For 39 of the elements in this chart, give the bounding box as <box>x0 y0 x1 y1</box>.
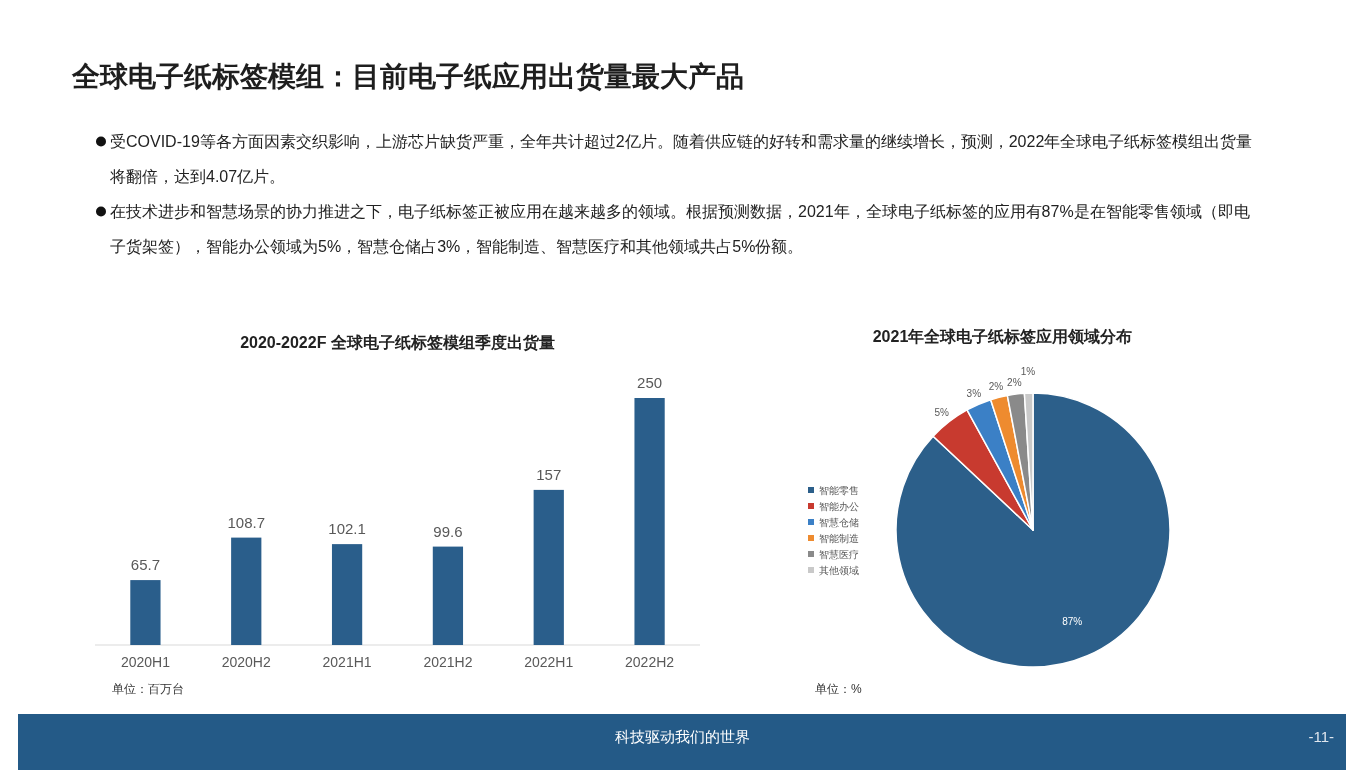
legend-label: 智慧医疗 <box>819 548 859 560</box>
text: 在技术进步和智慧场景的协力推进之下，电子纸标签正被应用在越来越多的领域。根据预测数据，2021年，全球电子纸标签的应用有87%是在智能零售领域（即电子货架签），智能办公领域为5%，智慧仓储占3%，智能制造、智慧医疗和其他领域共占5%份额。 <box>110 203 1250 255</box>
x-tick-label: 2022H2 <box>625 654 675 670</box>
legend-label: 智慧仓储 <box>819 516 859 528</box>
legend-label: 其他领域 <box>819 564 859 576</box>
bar <box>533 489 564 645</box>
text: 单位：% <box>815 682 862 696</box>
legend-label: 智能制造 <box>819 532 859 544</box>
x-tick-label: 2021H1 <box>322 654 372 670</box>
text: -11- <box>1308 728 1334 745</box>
x-tick-label: 2021H2 <box>423 654 473 670</box>
x-tick-label: 2020H1 <box>120 654 171 670</box>
chart-title: 2020-2022F 全球电子纸标签模组季度出货量 <box>240 333 555 352</box>
data-label: 250 <box>637 374 663 391</box>
data-label: 2% <box>988 380 1004 392</box>
text: 单位：百万台 <box>112 682 184 696</box>
x-tick-label: 2020H2 <box>221 654 271 670</box>
data-label: 157 <box>536 465 562 483</box>
text: 科技驱动我们的世界 <box>614 728 750 745</box>
data-label: 65.7 <box>130 556 161 574</box>
text: 全球电子纸标签模组：目前电子纸应用出货量最大产品 <box>71 61 744 92</box>
bar <box>331 544 363 645</box>
bar <box>432 546 464 645</box>
data-label: 3% <box>966 388 982 400</box>
legend-label: 智能办公 <box>819 500 859 512</box>
data-label: 102.1 <box>328 520 366 538</box>
bar <box>231 537 262 645</box>
legend-label: 智能零售 <box>819 484 859 496</box>
x-tick-label: 2022H1 <box>524 654 574 670</box>
data-label: 87% <box>1062 615 1083 627</box>
data-label: 5% <box>934 407 950 419</box>
data-label: 1% <box>1020 366 1036 378</box>
bar <box>634 398 665 645</box>
data-label: 108.7 <box>227 513 266 531</box>
bar <box>130 580 161 645</box>
data-label: 2% <box>1007 377 1022 389</box>
chart-title: 2021年全球电子纸标签应用领域分布 <box>872 327 1133 345</box>
text: 受COVID-19等各方面因素交织影响，上游芯片缺货严重，全年共计超过2亿片。随着供应链的好转和需求量的继续增长，预测，2022年全球电子纸标签模组出货量将翻倍，达到4.07亿片。 <box>109 133 1253 185</box>
data-label: 99.6 <box>433 522 463 540</box>
